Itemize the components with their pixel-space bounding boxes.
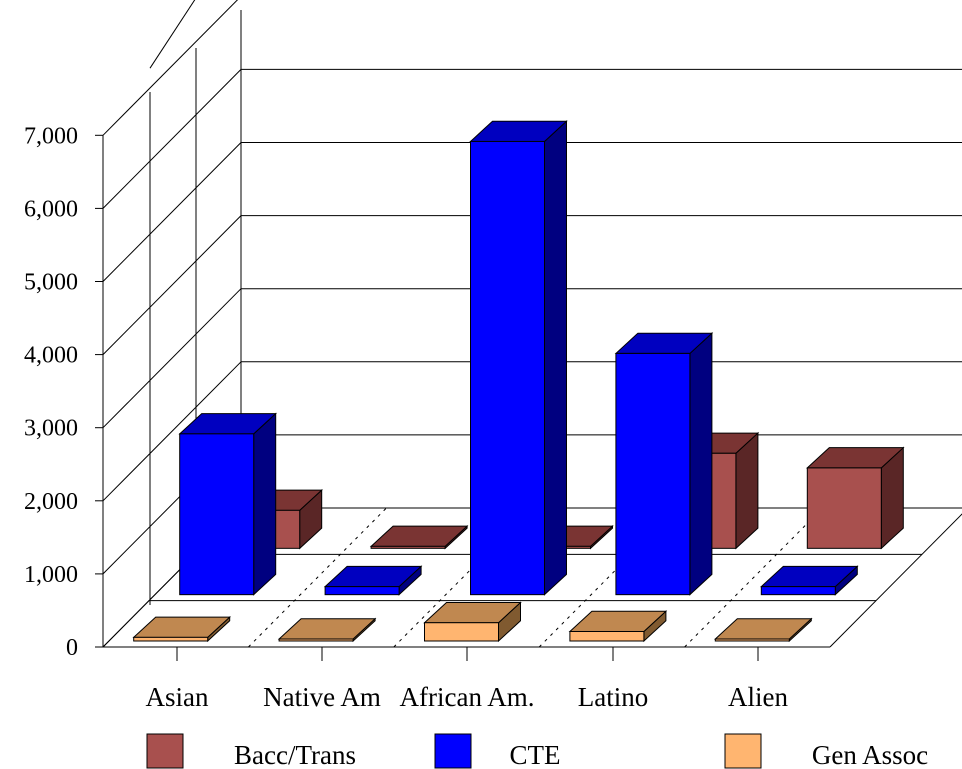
bar-cte-alien <box>760 565 859 596</box>
bar-top <box>714 618 813 640</box>
bar-front <box>370 545 446 549</box>
category-divider <box>393 507 533 648</box>
bar-cte-african-am <box>469 120 568 596</box>
bar-top <box>277 618 377 640</box>
y-tick-label: 3,000 <box>24 416 78 442</box>
y-tick-label: 6,000 <box>24 196 78 222</box>
bar-front <box>470 140 545 596</box>
bar-gen-assoc-alien <box>714 617 813 643</box>
bar-front <box>615 352 691 596</box>
gridline-side <box>102 361 242 502</box>
legend-item-gen-assoc: Gen Assoc <box>724 733 928 769</box>
gridline-side <box>102 288 242 429</box>
x-tick-label: Latino <box>578 682 648 712</box>
legend-swatch <box>724 733 762 769</box>
category-divider <box>248 507 387 648</box>
bar-gen-assoc-african-am <box>423 601 522 643</box>
bar-cte-latino <box>614 332 714 596</box>
y-tick-label: 0 <box>66 635 78 661</box>
bar-side <box>253 412 277 596</box>
legend-label: Bacc/Trans <box>234 740 356 769</box>
bar-bacc-trans-native-am <box>369 524 469 550</box>
bar-front <box>278 638 354 642</box>
legend-swatch <box>146 733 184 769</box>
category-divider <box>538 507 678 648</box>
x-axis-labels: Asian Native Am African Am. Latino Alien <box>146 647 788 712</box>
bar-cte-asian <box>178 412 277 596</box>
x-tick-label: African Am. <box>400 682 535 712</box>
legend-swatch <box>434 733 472 769</box>
bar-gen-assoc-latino <box>568 610 668 643</box>
y-tick-label: 7,000 <box>24 123 78 149</box>
bar-bacc-trans-alien <box>806 446 905 550</box>
gridline-side <box>102 69 242 209</box>
x-tick-label: Native Am <box>263 682 381 712</box>
x-tick-label: Alien <box>728 682 788 712</box>
bar-front <box>760 586 836 596</box>
bar-side <box>689 332 713 596</box>
floor-right-edge <box>829 513 962 648</box>
x-tick-label: Asian <box>146 682 209 712</box>
gridline-side <box>149 0 196 69</box>
y-tick-label: 5,000 <box>24 270 78 296</box>
bar-gen-assoc-asian <box>132 615 231 643</box>
legend-item-cte: CTE <box>434 733 561 769</box>
y-tick-label: 1,000 <box>24 562 78 588</box>
bar-gen-assoc-native-am <box>277 617 377 643</box>
bar-front <box>806 467 882 549</box>
y-axis-ticks: 0 1,000 2,000 3,000 4,000 5,000 6,000 7,000 <box>24 123 78 661</box>
chart-bars <box>132 120 905 643</box>
bar-front <box>179 433 255 596</box>
bar-front <box>714 638 790 642</box>
category-divider <box>684 507 823 648</box>
legend-label: CTE <box>510 740 561 769</box>
chart-walls <box>95 0 962 648</box>
gridline-side <box>102 0 239 136</box>
y-tick-label: 2,000 <box>24 489 78 515</box>
legend-label: Gen Assoc <box>812 740 928 769</box>
gridline-side <box>102 215 242 355</box>
y-tick-label: 4,000 <box>24 343 78 369</box>
bar-front <box>324 586 400 596</box>
bar-front <box>569 630 645 642</box>
bar-cte-native-am <box>323 565 423 596</box>
bar-front <box>424 622 499 642</box>
bar-side <box>544 120 567 596</box>
gridline-side <box>102 142 242 282</box>
bar-top <box>369 525 469 547</box>
legend: Bacc/Trans CTE Gen Assoc <box>146 733 928 769</box>
legend-item-bacc-trans: Bacc/Trans <box>146 733 356 769</box>
bar-front <box>133 636 209 642</box>
